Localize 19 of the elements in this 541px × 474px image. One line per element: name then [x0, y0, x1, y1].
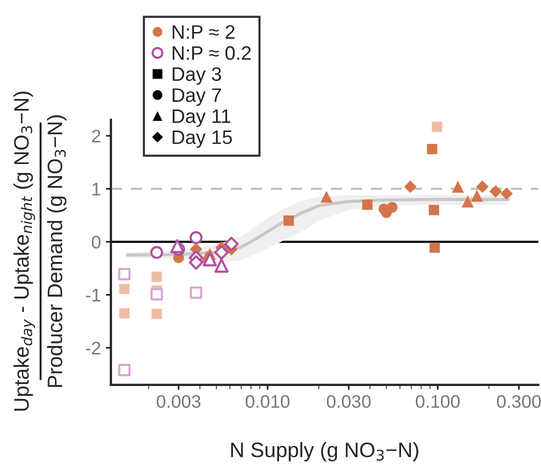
y-tick-label: -2	[86, 342, 100, 354]
text: Producer Demand (g NO$_{3}$−N)	[47, 115, 66, 387]
x-tick-label: 0.300	[497, 395, 541, 408]
annotation: Day 11	[172, 109, 230, 127]
annotation: Day 15	[172, 130, 232, 148]
y-tick-label: 0	[92, 236, 100, 249]
text: Day 7	[172, 88, 221, 106]
legend-label: N:P ≈ 2	[172, 25, 234, 39]
text: Uptake$_{day}$ - Uptake$_{night}$ (g NO$_{3}$−N)	[14, 92, 36, 411]
y-tick-label: 2	[92, 130, 100, 142]
y-tick-label: 1	[92, 182, 100, 196]
x-tick-label: 0.010	[246, 395, 290, 408]
y-tick-label: -1	[86, 288, 100, 302]
x-tick-label: 0.030	[326, 395, 371, 408]
text: Day 3	[172, 67, 222, 85]
legend-label: N:P ≈ 0.2	[172, 46, 251, 60]
x-axis-title: N Supply (g NO$_{3}$−N)	[231, 442, 418, 462]
x-tick-label: 0.100	[416, 395, 460, 408]
x-tick-label: 0.003	[156, 395, 200, 408]
